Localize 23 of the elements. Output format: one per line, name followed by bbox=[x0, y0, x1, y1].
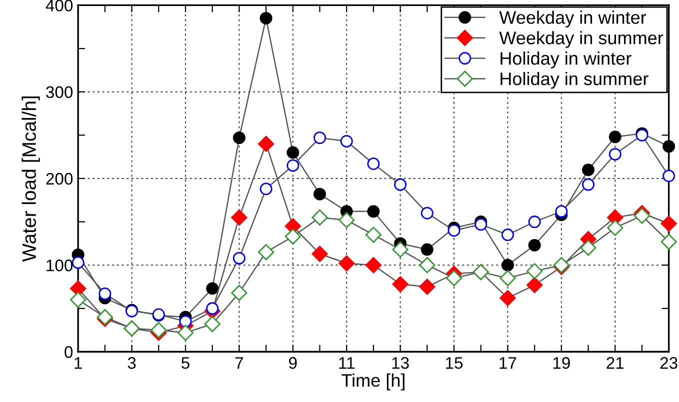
y-tick-label: 300 bbox=[46, 86, 73, 98]
x-tick-label: 23 bbox=[660, 357, 678, 369]
x-tick-label: 9 bbox=[289, 357, 297, 369]
legend-label: Holiday in winter bbox=[500, 52, 632, 68]
x-tick-label: 15 bbox=[446, 357, 463, 369]
x-axis-title: Time [h] bbox=[342, 374, 404, 390]
y-tick-label: 0 bbox=[64, 346, 73, 358]
x-tick-label: 21 bbox=[606, 357, 624, 369]
legend-label: Weekday in winter bbox=[499, 10, 646, 28]
legend-label: Holiday in summer bbox=[500, 72, 648, 89]
x-tick-label: 13 bbox=[392, 357, 409, 369]
x-tick-label: 11 bbox=[339, 357, 354, 369]
y-tick-label: 200 bbox=[46, 172, 73, 185]
x-tick-label: 3 bbox=[128, 357, 136, 369]
x-tick-label: 7 bbox=[235, 357, 243, 369]
y-tick-label: 400 bbox=[46, 0, 73, 12]
legend-label: Weekday in summer bbox=[499, 31, 664, 48]
x-tick-label: 1 bbox=[74, 357, 82, 369]
x-tick-label: 5 bbox=[182, 357, 190, 369]
y-tick-label: 100 bbox=[46, 260, 73, 272]
y-axis-title: Water load [Mcal/h] bbox=[22, 96, 40, 262]
x-tick-label: 19 bbox=[553, 357, 570, 369]
x-tick-label: 17 bbox=[500, 357, 516, 369]
